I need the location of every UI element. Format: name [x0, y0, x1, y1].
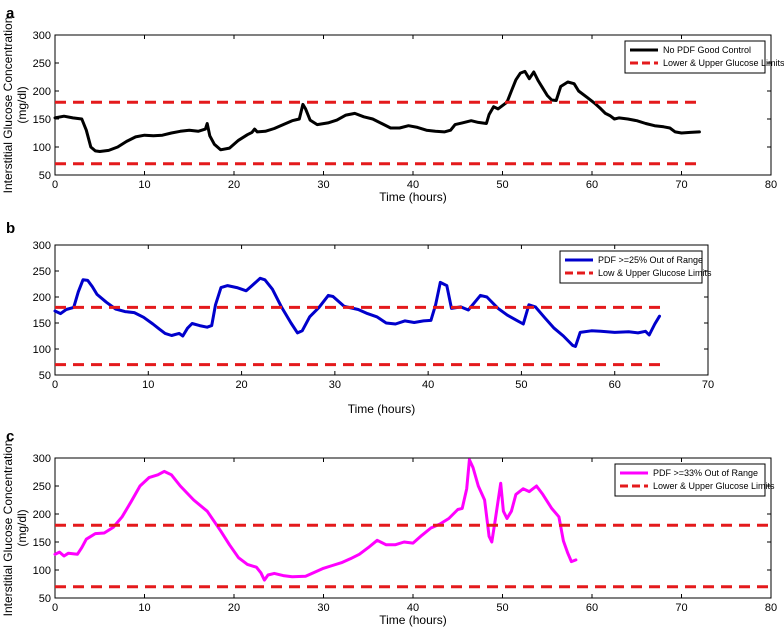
x-tick-label: 40	[422, 379, 434, 391]
x-axis-label: Time (hours)	[348, 402, 416, 416]
y-axis-label-line: Interstitial Glucose Concentration	[1, 440, 15, 617]
y-tick-label: 150	[33, 537, 51, 549]
y-tick-label: 100	[33, 565, 51, 577]
y-tick-label: 250	[33, 266, 51, 278]
x-tick-label: 80	[765, 179, 777, 191]
legend-label: Low & Upper Glucose Limits	[598, 268, 712, 278]
x-tick-label: 70	[702, 379, 714, 391]
glucose-trace-line	[53, 69, 701, 153]
x-tick-label: 40	[407, 179, 419, 191]
x-tick-label: 30	[329, 379, 341, 391]
y-axis-label-line: (mg/dl)	[15, 86, 29, 123]
x-tick-label: 20	[228, 179, 240, 191]
panel-letter: a	[6, 5, 15, 22]
legend-box	[614, 463, 766, 497]
glucose-trace-line	[53, 458, 578, 582]
y-axis-label-line: Interstitial Glucose Concentration	[1, 17, 15, 194]
x-tick-label: 50	[496, 179, 508, 191]
legend-box	[559, 250, 703, 284]
y-tick-label: 100	[33, 142, 51, 154]
y-tick-label: 150	[33, 114, 51, 126]
y-tick-label: 150	[33, 318, 51, 330]
x-tick-label: 70	[675, 602, 687, 614]
x-tick-label: 10	[138, 602, 150, 614]
x-axis-label: Time (hours)	[379, 613, 447, 627]
legend-label: PDF >=33% Out of Range	[653, 468, 758, 478]
x-tick-label: 40	[407, 602, 419, 614]
y-tick-label: 300	[33, 240, 51, 252]
legend-label: Lower & Upper Glucose Limits	[653, 481, 775, 491]
x-tick-label: 20	[228, 602, 240, 614]
x-tick-label: 60	[586, 602, 598, 614]
y-tick-label: 100	[33, 344, 51, 356]
legend-label: No PDF Good Control	[663, 45, 751, 55]
panel-letter: c	[6, 428, 14, 445]
x-tick-label: 30	[317, 602, 329, 614]
y-tick-label: 50	[39, 370, 51, 382]
x-tick-label: 60	[609, 379, 621, 391]
x-tick-label: 20	[235, 379, 247, 391]
y-tick-label: 250	[33, 58, 51, 70]
y-tick-label: 50	[39, 170, 51, 182]
panel-letter: b	[6, 220, 15, 237]
y-axis-label-line: (mg/dl)	[15, 509, 29, 546]
y-tick-label: 200	[33, 509, 51, 521]
y-tick-label: 300	[33, 30, 51, 42]
x-tick-label: 0	[52, 602, 58, 614]
x-tick-label: 70	[675, 179, 687, 191]
y-tick-label: 200	[33, 292, 51, 304]
x-tick-label: 50	[515, 379, 527, 391]
x-tick-label: 0	[52, 379, 58, 391]
panel-c: c 0 10 20 30 40 50 60 70 80 50 100 150 200 250 300 Time …	[1, 428, 777, 627]
x-tick-label: 80	[765, 602, 777, 614]
legend-label: PDF >=25% Out of Range	[598, 255, 703, 265]
x-tick-label: 10	[142, 379, 154, 391]
y-tick-label: 300	[33, 453, 51, 465]
x-tick-label: 50	[496, 602, 508, 614]
y-axis-label: Interstitial Glucose Concentration(mg/dl…	[1, 17, 29, 194]
legend-box	[624, 40, 766, 74]
y-tick-label: 250	[33, 481, 51, 493]
x-tick-label: 30	[317, 179, 329, 191]
y-tick-label: 50	[39, 593, 51, 605]
x-tick-label: 10	[138, 179, 150, 191]
y-tick-label: 200	[33, 86, 51, 98]
y-axis-label: Interstitial Glucose Concentration(mg/dl…	[1, 440, 29, 617]
legend: PDF >=33% Out of Range Lower & Upper Gluc…	[614, 463, 775, 497]
x-tick-label: 60	[586, 179, 598, 191]
glucose-trace-line	[53, 276, 661, 348]
x-axis-label: Time (hours)	[379, 190, 447, 204]
legend: No PDF Good Control Lower & Upper Glucose…	[624, 40, 784, 74]
panel-a: a 0 10 20 30 40 50 60 70 80 50 100 150 200 250 300 Time …	[1, 5, 784, 204]
legend-label: Lower & Upper Glucose Limits	[663, 58, 784, 68]
panel-b: b 0 10 20 30 40 50 60 70 50 100 150 200 250 300 Time (h…	[6, 220, 714, 416]
x-tick-label: 0	[52, 179, 58, 191]
legend: PDF >=25% Out of Range Low & Upper Glucos…	[559, 250, 712, 284]
